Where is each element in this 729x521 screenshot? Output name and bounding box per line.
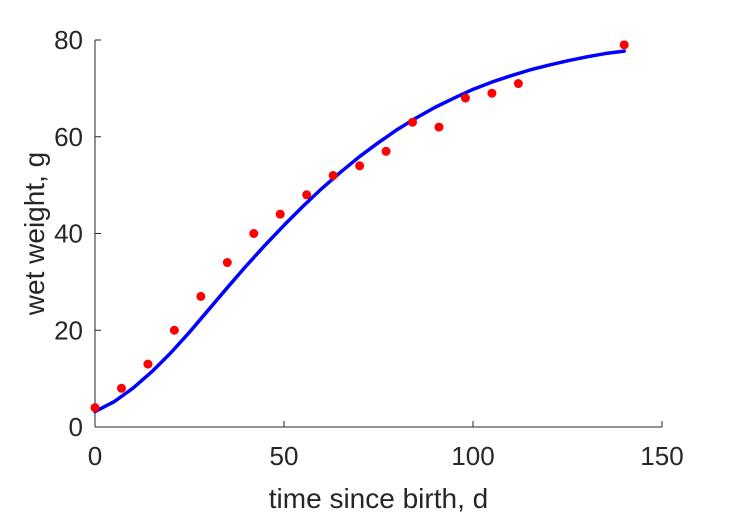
x-tick-label: 100: [451, 441, 494, 471]
y-tick-label: 60: [54, 122, 83, 152]
y-tick-label: 80: [54, 25, 83, 55]
data-point: [169, 325, 179, 335]
data-point: [381, 146, 391, 156]
data-point: [249, 229, 259, 238]
data-point: [328, 170, 338, 180]
data-point: [116, 383, 126, 393]
data-point: [513, 79, 523, 89]
data-point: [619, 40, 629, 50]
data-point: [355, 161, 365, 171]
data-point: [222, 258, 232, 268]
x-tick-label: 0: [88, 441, 102, 471]
data-point: [460, 93, 470, 103]
data-point: [143, 359, 153, 369]
y-tick-label: 20: [54, 315, 83, 345]
x-tick-label: 150: [640, 441, 683, 471]
fit-curve: [93, 49, 626, 414]
data-point: [302, 190, 312, 200]
data-point: [196, 291, 206, 301]
points-layer: [90, 40, 629, 413]
axes: [94, 40, 662, 428]
curve-layer: [93, 49, 626, 414]
data-point: [487, 88, 497, 98]
y-tick-label: 0: [69, 412, 83, 442]
data-point: [90, 403, 100, 413]
x-axis-label: time since birth, d: [269, 483, 488, 514]
data-point: [275, 209, 285, 219]
y-axis-label: wet weight, g: [19, 152, 50, 316]
data-point: [408, 117, 418, 127]
x-tick-label: 50: [270, 441, 299, 471]
y-tick-label: 40: [54, 219, 83, 249]
data-point: [434, 122, 444, 132]
ticks: 0 50 100 150 0 20 40 60 80: [54, 25, 684, 471]
